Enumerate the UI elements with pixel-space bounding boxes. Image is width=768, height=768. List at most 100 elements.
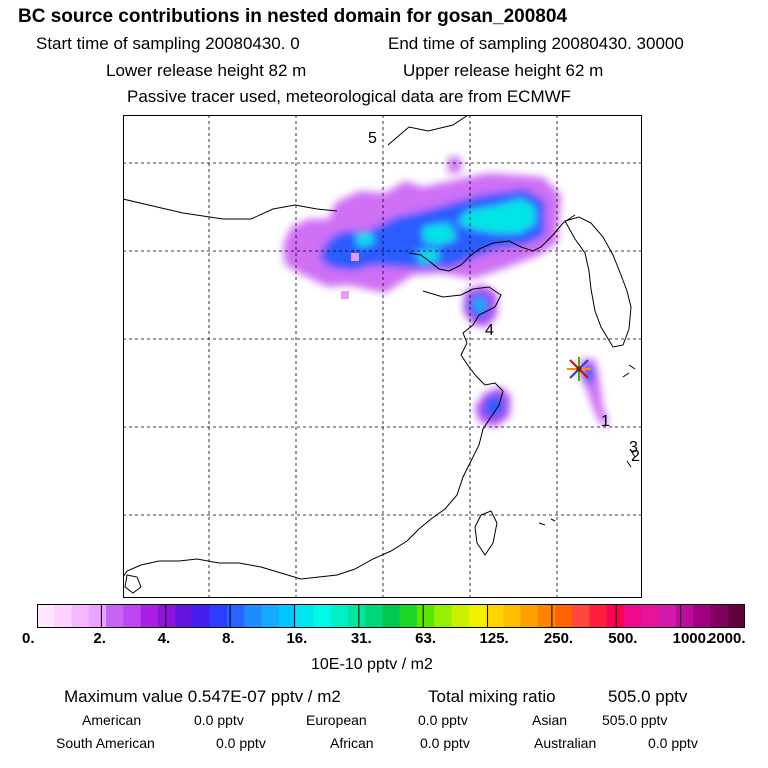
- region-value: 0.0 pptv: [216, 735, 266, 751]
- colorbar-cell: [140, 604, 159, 628]
- colorbar-cell: [624, 604, 642, 628]
- map-label-3: 3: [629, 439, 638, 456]
- colorbar-cell: [589, 604, 608, 628]
- colorbar-tick-label: 125.: [479, 630, 509, 647]
- colorbar-cell: [54, 604, 72, 628]
- colorbar-cell: [226, 604, 245, 628]
- coastline-north-border: [123, 198, 338, 220]
- colorbar-cell: [693, 604, 711, 628]
- coastlines: [123, 115, 636, 594]
- receptor-star-icon: [567, 357, 591, 381]
- region-name: European: [306, 712, 367, 728]
- colorbar-tick-label: 500.: [608, 630, 638, 647]
- colorbar-tick-label: 1000.: [672, 630, 711, 647]
- colorbar: [37, 604, 745, 628]
- colorbar-cell: [537, 604, 556, 628]
- map-panel: 5 4 1 3 2: [123, 115, 642, 598]
- colorbar-tick-label: 8.: [222, 630, 235, 647]
- colorbar-cell: [675, 604, 694, 628]
- region-value: 0.0 pptv: [420, 735, 470, 751]
- coastline-bohai: [408, 214, 576, 272]
- colorbar-cell: [347, 604, 366, 628]
- colorbar-cell: [192, 604, 211, 628]
- colorbar-tick-label: 4.: [157, 630, 171, 647]
- colorbar-tick-label: 0.: [22, 630, 35, 647]
- colorbar-units: 10E-10 pptv / m2: [311, 656, 433, 673]
- plot-title: BC source contributions in nested domain…: [18, 6, 568, 27]
- colorbar-tick-label: 2.: [93, 630, 106, 647]
- colorbar-cell: [175, 604, 193, 628]
- coastline-ryukyu: [538, 518, 556, 526]
- colorbar-cell: [261, 604, 280, 628]
- plume-core-4: [355, 233, 375, 247]
- lower-release-height: Lower release height 82 m: [106, 61, 307, 80]
- colorbar-cell: [157, 604, 176, 628]
- region-value: 505.0 pptv: [602, 712, 668, 728]
- colorbar-cell: [434, 604, 452, 628]
- colorbar-cell: [37, 604, 55, 628]
- colorbar-cell: [468, 604, 487, 628]
- region-name: Australian: [534, 735, 597, 751]
- region-name: South American: [56, 735, 155, 751]
- speck-1: [351, 253, 359, 261]
- region-name: African: [330, 735, 374, 751]
- colorbar-cell: [727, 604, 745, 628]
- plume-core: [457, 199, 535, 233]
- start-time: Start time of sampling 20080430. 0: [36, 34, 300, 53]
- colorbar-tick-label: 250.: [543, 630, 574, 647]
- colorbar-cell: [641, 604, 660, 628]
- coastline-japan-islands: [622, 364, 636, 468]
- colorbar-cell: [88, 604, 107, 628]
- plume-shanghai-core: [483, 395, 505, 419]
- colorbar-cell: [365, 604, 383, 628]
- end-time: End time of sampling 20080430. 30000: [388, 34, 684, 53]
- concentration-field: [283, 157, 609, 427]
- plume-shandong-tip: [475, 299, 485, 313]
- colorbar-frame: [37, 604, 745, 628]
- colorbar-tick-label: 2000.: [708, 630, 746, 647]
- map-label-5: 5: [368, 130, 377, 147]
- region-name: Asian: [532, 712, 568, 728]
- colorbar-cell: [313, 604, 331, 628]
- tracer-note: Passive tracer used, meteorological data…: [127, 87, 572, 106]
- plume-lobe: [448, 157, 461, 173]
- map-label-4: 4: [485, 322, 494, 339]
- colorbar-cell: [658, 604, 677, 628]
- total-mixing-value: 505.0 pptv: [608, 687, 688, 706]
- colorbar-cell: [485, 604, 504, 628]
- colorbar-cell: [71, 604, 90, 628]
- colorbar-tick-label: 63.: [415, 630, 437, 647]
- colorbar-cell: [520, 604, 539, 628]
- coastline-mongolia-border: [387, 115, 469, 146]
- coastline-taiwan: [474, 510, 498, 556]
- colorbar-tick-label: 16.: [286, 630, 308, 647]
- colorbar-cell: [399, 604, 418, 628]
- map-label-2: 2: [631, 448, 640, 465]
- speck-2: [341, 291, 349, 299]
- colorbar-cell: [382, 604, 401, 628]
- colorbar-cell: [123, 604, 142, 628]
- region-value: 0.0 pptv: [194, 712, 244, 728]
- map-frame: [123, 115, 642, 598]
- colorbar-cell: [106, 604, 124, 628]
- coastline-korea: [564, 216, 632, 348]
- colorbar-cell: [606, 604, 625, 628]
- colorbar-cell: [244, 604, 262, 628]
- colorbar-cell: [330, 604, 349, 628]
- colorbar-cell: [209, 604, 228, 628]
- coastline-hainan: [124, 574, 142, 594]
- grid-lines: [123, 115, 642, 598]
- plume-core-3: [417, 249, 439, 263]
- colorbar-cell: [416, 604, 435, 628]
- upper-release-height: Upper release height 62 m: [403, 61, 604, 80]
- colorbar-cell: [278, 604, 297, 628]
- region-name: American: [82, 712, 142, 728]
- coastline-east-china: [123, 342, 504, 580]
- colorbar-cell: [451, 604, 470, 628]
- total-mixing-label: Total mixing ratio: [428, 687, 556, 706]
- colorbar-cell: [503, 604, 521, 628]
- colorbar-cell: [710, 604, 729, 628]
- region-value: 0.0 pptv: [418, 712, 468, 728]
- plume-core-2: [423, 223, 457, 245]
- colorbar-tick-label: 31.: [350, 630, 372, 647]
